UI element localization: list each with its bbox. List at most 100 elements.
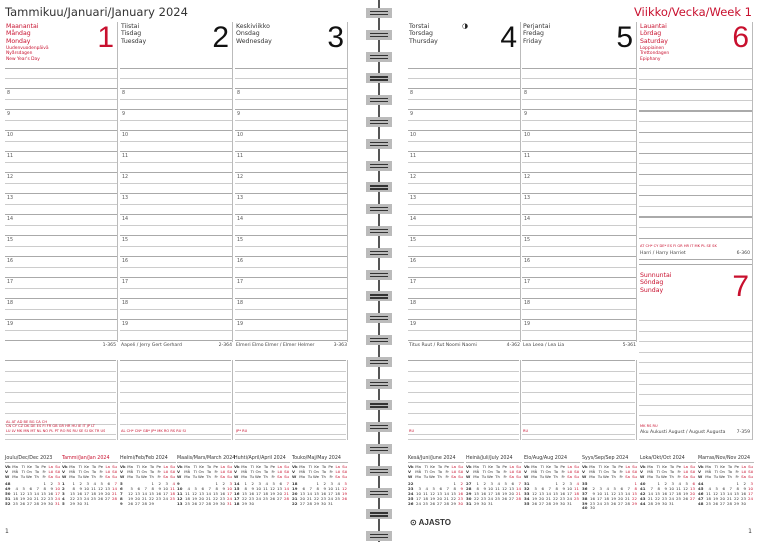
date-cell[interactable]: 5 xyxy=(100,481,103,487)
date-cell[interactable]: 18 xyxy=(263,490,268,496)
date-cell[interactable]: 27 xyxy=(437,500,442,506)
date-cell[interactable]: 15 xyxy=(632,490,637,496)
date-cell[interactable]: 13 xyxy=(618,490,623,496)
date-cell[interactable]: 26 xyxy=(611,500,616,506)
date-cell[interactable]: 28 xyxy=(516,495,521,501)
date-cell[interactable]: 5 xyxy=(715,486,718,492)
date-cell[interactable]: 23 xyxy=(560,495,565,501)
date-cell[interactable]: 29 xyxy=(149,500,154,506)
date-cell[interactable]: 14 xyxy=(625,490,630,496)
day-column-thursday[interactable]: Torstai Torsdag Thursday 4 ◑ 8 9 10 11 12 13 14 15 16… xyxy=(408,22,521,342)
date-cell[interactable]: 18 xyxy=(676,490,681,496)
date-cell[interactable]: 13 xyxy=(720,490,725,496)
date-cell[interactable]: 7 xyxy=(309,486,312,492)
date-cell[interactable]: 7 xyxy=(36,486,39,492)
date-cell[interactable]: 24 xyxy=(567,495,572,501)
date-cell[interactable]: 5 xyxy=(344,481,347,487)
date-cell[interactable]: 9 xyxy=(460,486,463,492)
date-cell[interactable]: 29 xyxy=(242,500,247,506)
date-cell[interactable]: 6 xyxy=(302,486,305,492)
date-cell[interactable]: 12 xyxy=(713,490,718,496)
date-cell[interactable]: 31 xyxy=(328,500,333,506)
date-cell[interactable]: 12 xyxy=(128,490,133,496)
date-cell[interactable]: 8 xyxy=(657,486,660,492)
date-cell[interactable]: 20 xyxy=(105,490,110,496)
date-cell[interactable]: 8 xyxy=(72,486,75,492)
date-cell[interactable]: 26 xyxy=(502,495,507,501)
date-cell[interactable]: 22 xyxy=(149,495,154,501)
date-cell[interactable]: 24 xyxy=(163,495,168,501)
date-cell[interactable]: 7 xyxy=(729,486,732,492)
date-cell[interactable]: 16 xyxy=(662,490,667,496)
date-cell[interactable]: 21 xyxy=(727,495,732,501)
date-cell[interactable] xyxy=(90,502,97,507)
date-cell[interactable]: 14 xyxy=(112,486,117,492)
date-cell[interactable]: 5 xyxy=(194,486,197,492)
date-cell[interactable]: 12 xyxy=(192,490,197,496)
date-cell[interactable]: 19 xyxy=(430,495,435,501)
date-cell[interactable]: 8 xyxy=(244,486,247,492)
date-cell[interactable]: 5 xyxy=(613,486,616,492)
date-cell[interactable]: 2 xyxy=(50,481,53,487)
date-cell[interactable]: 25 xyxy=(706,500,711,506)
date-cell[interactable]: 16 xyxy=(481,490,486,496)
date-cell[interactable]: 17 xyxy=(488,490,493,496)
date-cell[interactable]: 18 xyxy=(13,495,18,501)
date-cell[interactable]: 30 xyxy=(590,505,595,511)
date-cell[interactable] xyxy=(689,502,696,507)
date-cell[interactable]: 24 xyxy=(256,495,261,501)
date-cell[interactable]: 16 xyxy=(590,495,595,501)
date-cell[interactable]: 13 xyxy=(437,490,442,496)
date-cell[interactable]: 6 xyxy=(692,481,695,487)
date-cell[interactable]: 4 xyxy=(15,486,18,492)
date-cell[interactable]: 24 xyxy=(84,495,89,501)
date-cell[interactable] xyxy=(262,502,269,507)
date-cell[interactable]: 13 xyxy=(300,490,305,496)
date-cell[interactable]: 9 xyxy=(592,490,595,496)
date-cell[interactable]: 7 xyxy=(627,486,630,492)
date-cell[interactable]: 2 xyxy=(323,481,326,487)
date-cell[interactable] xyxy=(508,502,515,507)
date-cell[interactable]: 3 xyxy=(418,486,421,492)
date-cell[interactable]: 24 xyxy=(416,500,421,506)
notes-box[interactable]: AL CH* CN* GB* JP* MK RO RS RU SI xyxy=(120,360,233,440)
date-cell[interactable] xyxy=(169,502,176,507)
date-cell[interactable]: 4 xyxy=(172,481,175,487)
date-cell[interactable]: 18 xyxy=(335,490,340,496)
date-cell[interactable]: 27 xyxy=(105,495,110,501)
day-column-wednesday[interactable]: Keskiviikko Onsdag Wednesday 3 8 9 10 11 12 13 14 1… xyxy=(235,22,348,342)
date-cell[interactable]: 20 xyxy=(277,490,282,496)
date-cell[interactable]: 24 xyxy=(488,495,493,501)
date-cell[interactable]: 3 xyxy=(86,481,89,487)
date-cell[interactable]: 29 xyxy=(734,500,739,506)
date-cell[interactable]: 12 xyxy=(502,486,507,492)
date-cell[interactable] xyxy=(97,502,104,507)
date-cell[interactable]: 6 xyxy=(541,486,544,492)
date-cell[interactable]: 22 xyxy=(632,495,637,501)
date-cell[interactable]: 3 xyxy=(165,481,168,487)
date-cell[interactable]: 25 xyxy=(170,495,175,501)
date-cell[interactable]: 26 xyxy=(713,500,718,506)
date-cell[interactable]: 27 xyxy=(539,500,544,506)
date-cell[interactable]: 19 xyxy=(611,495,616,501)
date-cell[interactable]: 24 xyxy=(597,500,602,506)
date-cell[interactable]: 30 xyxy=(481,500,486,506)
date-cell[interactable]: 1 xyxy=(453,481,456,487)
date-cell[interactable]: 3 xyxy=(229,481,232,487)
date-cell[interactable]: 31 xyxy=(567,500,572,506)
date-cell[interactable]: 7 xyxy=(446,486,449,492)
date-cell[interactable]: 14 xyxy=(284,486,289,492)
date-cell[interactable]: 13 xyxy=(509,486,514,492)
date-cell[interactable]: 30 xyxy=(741,500,746,506)
date-cell[interactable]: 2 xyxy=(743,481,746,487)
date-cell[interactable]: 29 xyxy=(314,500,319,506)
notes-box[interactable]: JP* RU xyxy=(235,360,348,440)
date-cell[interactable]: 24 xyxy=(748,495,753,501)
date-cell[interactable]: 23 xyxy=(156,495,161,501)
day-column-tuesday[interactable]: Tiistai Tisdag Tuesday 2 8 9 10 11 12 13 14 15 16 17 1… xyxy=(120,22,233,342)
date-cell[interactable]: 30 xyxy=(560,500,565,506)
date-cell[interactable]: 11 xyxy=(185,490,190,496)
date-cell[interactable]: 4 xyxy=(425,486,428,492)
date-cell[interactable]: 25 xyxy=(604,500,609,506)
date-cell[interactable]: 23 xyxy=(48,495,53,501)
